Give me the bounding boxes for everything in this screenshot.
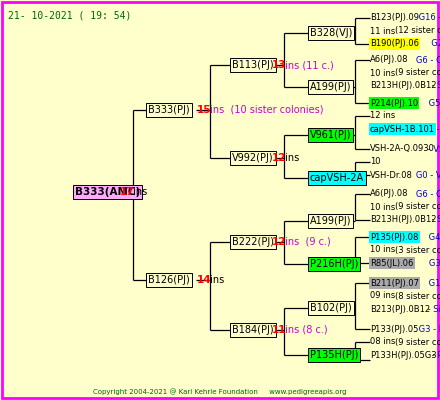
- Text: 12: 12: [272, 237, 286, 247]
- Text: G3 - PrimRed01: G3 - PrimRed01: [421, 258, 440, 268]
- Text: P135H(PJ): P135H(PJ): [310, 350, 358, 360]
- Text: 10 ins: 10 ins: [370, 68, 395, 78]
- Text: B211(PJ).07: B211(PJ).07: [370, 278, 419, 288]
- Text: G0 - VSH-Pool-AR: G0 - VSH-Pool-AR: [408, 170, 440, 180]
- Text: ins: ins: [130, 187, 147, 197]
- Text: 10 ins: 10 ins: [370, 202, 395, 212]
- Text: A199(PJ): A199(PJ): [310, 216, 352, 226]
- Text: VSH-2A-Q.0930: VSH-2A-Q.0930: [370, 144, 435, 154]
- Text: V961(PJ): V961(PJ): [310, 130, 352, 140]
- Text: ins  (10 sister colonies): ins (10 sister colonies): [207, 105, 323, 115]
- Text: 12: 12: [272, 153, 286, 163]
- Text: G16 - AthosSt80R: G16 - AthosSt80R: [416, 14, 440, 22]
- Text: B213(PJ).0B12: B213(PJ).0B12: [370, 304, 430, 314]
- Text: G15 - AthosSt80R: G15 - AthosSt80R: [425, 278, 440, 288]
- Text: Copyright 2004-2021 @ Karl Kehrle Foundation     www.pedigreeapis.org: Copyright 2004-2021 @ Karl Kehrle Founda…: [93, 388, 347, 395]
- Text: G4 - PrimGreen00: G4 - PrimGreen00: [425, 232, 440, 242]
- Text: - PrimGreen00: - PrimGreen00: [429, 350, 440, 360]
- Text: V992(PJ): V992(PJ): [232, 153, 274, 163]
- Text: (9 sister colonies): (9 sister colonies): [395, 338, 440, 346]
- Text: VSH-Dr.08: VSH-Dr.08: [370, 170, 413, 180]
- Text: (9 sister colonies): (9 sister colonies): [395, 202, 440, 212]
- Text: 11: 11: [272, 325, 286, 335]
- Text: ins (11 c.): ins (11 c.): [282, 60, 334, 70]
- Text: B328(VJ): B328(VJ): [310, 28, 352, 38]
- Text: ins: ins: [207, 275, 224, 285]
- Text: B102(PJ): B102(PJ): [310, 303, 352, 313]
- Text: 10 ins: 10 ins: [370, 246, 395, 254]
- Text: 08 ins: 08 ins: [370, 338, 396, 346]
- Text: B113(PJ): B113(PJ): [232, 60, 274, 70]
- Text: - SinopEgg86R: - SinopEgg86R: [429, 82, 440, 90]
- Text: (9 sister colonies): (9 sister colonies): [395, 68, 440, 78]
- Text: B213H(PJ).0B12: B213H(PJ).0B12: [370, 216, 436, 224]
- Text: B190(PJ).06: B190(PJ).06: [370, 40, 419, 48]
- Text: 12 ins: 12 ins: [370, 112, 395, 120]
- Text: - VSH-Pool-AR: - VSH-Pool-AR: [425, 144, 440, 154]
- Text: G5 - PrimGreen00: G5 - PrimGreen00: [425, 98, 440, 108]
- Text: 17: 17: [120, 187, 135, 197]
- Text: B333(PJ): B333(PJ): [148, 105, 190, 115]
- Text: ins: ins: [282, 153, 299, 163]
- Text: ins (8 c.): ins (8 c.): [282, 325, 328, 335]
- Text: A6(PJ).08: A6(PJ).08: [370, 56, 408, 64]
- Text: - VSH-Pool-AR: - VSH-Pool-AR: [434, 124, 440, 134]
- Text: ins  (9 c.): ins (9 c.): [282, 237, 331, 247]
- Text: B333(AMC): B333(AMC): [75, 187, 140, 197]
- Text: capVSH-1B.101: capVSH-1B.101: [370, 124, 435, 134]
- Text: 21- 10-2021 ( 19: 54): 21- 10-2021 ( 19: 54): [8, 11, 132, 21]
- Text: B123(PJ).09: B123(PJ).09: [370, 14, 419, 22]
- Text: - SinopEgg86R: - SinopEgg86R: [429, 216, 440, 224]
- Text: P216H(PJ): P216H(PJ): [310, 259, 358, 269]
- Text: (3 sister colonies): (3 sister colonies): [395, 246, 440, 254]
- Text: 09 ins: 09 ins: [370, 292, 395, 300]
- Text: 10: 10: [370, 158, 381, 166]
- Text: B126(PJ): B126(PJ): [148, 275, 190, 285]
- Text: G6 - Cankin97Q: G6 - Cankin97Q: [408, 190, 440, 198]
- Text: P133H(PJ).05G3: P133H(PJ).05G3: [370, 350, 436, 360]
- Text: P135(PJ).08: P135(PJ).08: [370, 232, 418, 242]
- Text: - SinopEgg86R: - SinopEgg86R: [425, 304, 440, 314]
- Text: P133(PJ).05: P133(PJ).05: [370, 324, 418, 334]
- Text: 11 ins: 11 ins: [370, 26, 395, 36]
- Text: G28 - B-xx43: G28 - B-xx43: [425, 40, 440, 48]
- Text: (8 sister colonies): (8 sister colonies): [395, 292, 440, 300]
- Text: A6(PJ).08: A6(PJ).08: [370, 190, 408, 198]
- Text: B222(PJ): B222(PJ): [232, 237, 274, 247]
- Text: 13: 13: [272, 60, 286, 70]
- Text: B184(PJ): B184(PJ): [232, 325, 274, 335]
- Text: 14: 14: [197, 275, 212, 285]
- Text: 15: 15: [197, 105, 212, 115]
- Text: (12 sister colonies): (12 sister colonies): [395, 26, 440, 36]
- Text: R85(JL).06: R85(JL).06: [370, 258, 413, 268]
- Text: capVSH-2A: capVSH-2A: [310, 173, 364, 183]
- Text: G3 - PrimGreen00: G3 - PrimGreen00: [416, 324, 440, 334]
- Text: G6 - Cankin97Q: G6 - Cankin97Q: [408, 56, 440, 64]
- Text: P214(PJ).10: P214(PJ).10: [370, 98, 418, 108]
- Text: B213H(PJ).0B12: B213H(PJ).0B12: [370, 82, 436, 90]
- Text: A199(PJ): A199(PJ): [310, 82, 352, 92]
